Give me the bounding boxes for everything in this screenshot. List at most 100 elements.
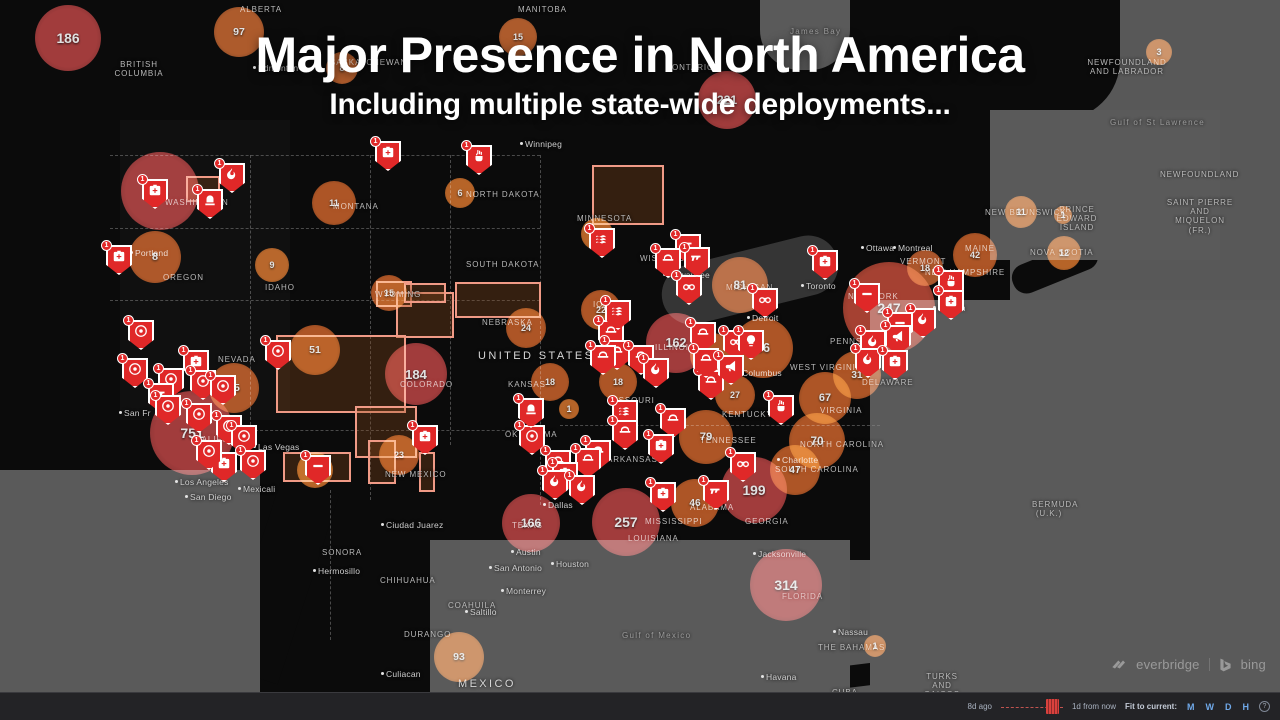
incident-count-bubble[interactable]: 3 bbox=[1146, 39, 1172, 65]
incident-pin[interactable]: 1 bbox=[235, 445, 266, 480]
incident-pin[interactable]: 1 bbox=[763, 390, 794, 425]
incident-count-bubble[interactable]: 6 bbox=[445, 178, 475, 208]
timeline-slider[interactable] bbox=[1000, 698, 1063, 714]
map-canvas[interactable]: BRITISH COLUMBIA ALBERTA SASKATCHEWAN MANIT… bbox=[0, 0, 1280, 692]
bubble-value: 46 bbox=[689, 497, 701, 509]
incident-pin[interactable]: 1 bbox=[905, 303, 936, 338]
incident-pin[interactable]: 1 bbox=[643, 429, 674, 464]
fit-unit-hour[interactable]: H bbox=[1242, 701, 1250, 712]
incident-pin[interactable]: 1 bbox=[747, 283, 778, 318]
geofence-region[interactable] bbox=[592, 165, 664, 225]
incident-pin[interactable]: 1 bbox=[877, 345, 908, 380]
incident-count-bubble[interactable]: 15 bbox=[371, 275, 407, 311]
incident-count-bubble[interactable]: 8 bbox=[129, 231, 181, 283]
bubble-value: 15 bbox=[512, 32, 523, 42]
pin-count-badge: 1 bbox=[300, 450, 311, 461]
timeline-start-label: 8d ago bbox=[967, 702, 992, 711]
incident-pin[interactable]: 1 bbox=[370, 136, 401, 171]
incident-pin[interactable]: 1 bbox=[564, 470, 595, 505]
incident-count-bubble[interactable]: 1 bbox=[864, 635, 886, 657]
incident-pin[interactable]: 1 bbox=[205, 370, 236, 405]
incident-pin[interactable]: 1 bbox=[300, 450, 331, 485]
incident-pin[interactable]: 1 bbox=[638, 353, 669, 388]
pin-count-badge: 1 bbox=[671, 270, 682, 281]
map-city-dot bbox=[185, 495, 188, 498]
pin-count-badge: 1 bbox=[718, 325, 729, 336]
incident-pin[interactable]: 1 bbox=[513, 393, 544, 428]
incident-count-bubble[interactable]: 221 bbox=[698, 71, 756, 129]
incident-count-bubble[interactable]: 8 bbox=[326, 52, 358, 84]
bubble-value: 1 bbox=[872, 641, 878, 651]
incident-count-bubble[interactable]: 1 bbox=[1054, 206, 1072, 224]
incident-pin[interactable]: 1 bbox=[933, 285, 964, 320]
incident-pin[interactable]: 1 bbox=[607, 415, 638, 450]
incident-count-bubble[interactable]: 9 bbox=[255, 248, 289, 282]
incident-count-bubble[interactable]: 314 bbox=[750, 549, 822, 621]
incident-pin[interactable]: 1 bbox=[679, 242, 710, 277]
pin-count-badge: 1 bbox=[584, 223, 595, 234]
pin-count-badge: 1 bbox=[855, 325, 866, 336]
pin-count-badge: 1 bbox=[540, 445, 551, 456]
incident-pin[interactable]: 1 bbox=[407, 420, 438, 455]
incident-count-bubble[interactable]: 97 bbox=[214, 7, 264, 57]
incident-count-bubble[interactable]: 24 bbox=[506, 308, 546, 348]
incident-pin[interactable]: 1 bbox=[260, 335, 291, 370]
incident-pin[interactable]: 1 bbox=[570, 443, 601, 478]
bubble-value: 18 bbox=[544, 377, 555, 387]
bubble-value: 18 bbox=[919, 263, 930, 273]
bubble-value: 51 bbox=[309, 344, 321, 356]
fit-unit-month[interactable]: M bbox=[1187, 701, 1195, 712]
incident-count-bubble[interactable]: 42 bbox=[953, 233, 997, 277]
border-state-row-2 bbox=[110, 300, 540, 301]
incident-count-bubble[interactable]: 51 bbox=[290, 325, 340, 375]
incident-count-bubble[interactable]: 11 bbox=[312, 181, 356, 225]
incident-count-bubble[interactable]: 1 bbox=[559, 399, 579, 419]
incident-pin[interactable]: 1 bbox=[849, 278, 880, 313]
geofence-region[interactable] bbox=[419, 452, 435, 492]
incident-pin[interactable]: 1 bbox=[101, 240, 132, 275]
incident-pin[interactable]: 1 bbox=[192, 184, 223, 219]
incident-pin[interactable]: 1 bbox=[600, 295, 631, 330]
incident-pin[interactable]: 1 bbox=[181, 398, 212, 433]
incident-pin[interactable]: 1 bbox=[645, 477, 676, 512]
fit-unit-week[interactable]: W bbox=[1205, 701, 1215, 712]
timeline-bar[interactable]: 8d ago 1d from now Fit to current: M W D… bbox=[0, 692, 1280, 720]
incident-pin[interactable]: 1 bbox=[698, 475, 729, 510]
incident-pin[interactable]: 1 bbox=[137, 174, 168, 209]
bubble-value: 70 bbox=[810, 434, 824, 448]
geofence-region[interactable] bbox=[455, 282, 541, 318]
incident-count-bubble[interactable]: 11 bbox=[1005, 196, 1037, 228]
pin-count-badge: 1 bbox=[214, 158, 225, 169]
incident-pin[interactable]: 1 bbox=[150, 390, 181, 425]
incident-count-bubble[interactable]: 12 bbox=[1047, 236, 1081, 270]
incident-pin[interactable]: 1 bbox=[514, 420, 545, 455]
incident-pin[interactable]: 1 bbox=[725, 447, 756, 482]
bubble-value: 1 bbox=[1060, 210, 1066, 220]
incident-count-bubble[interactable]: 79 bbox=[679, 410, 733, 464]
incident-pin[interactable]: 1 bbox=[671, 270, 702, 305]
pin-count-badge: 1 bbox=[882, 307, 893, 318]
incident-pin[interactable]: 1 bbox=[713, 350, 744, 385]
geofence-region[interactable] bbox=[404, 283, 446, 303]
incident-count-bubble[interactable]: 184 bbox=[385, 343, 447, 405]
incident-pin[interactable]: 1 bbox=[461, 140, 492, 175]
incident-pin[interactable]: 1 bbox=[807, 245, 838, 280]
incident-pin[interactable]: 1 bbox=[191, 435, 222, 470]
bubble-value: 9 bbox=[269, 260, 275, 270]
everbridge-logo-icon bbox=[1111, 658, 1127, 671]
fit-unit-day[interactable]: D bbox=[1225, 701, 1232, 712]
pin-count-badge: 1 bbox=[570, 443, 581, 454]
incident-pin[interactable]: 1 bbox=[584, 223, 615, 258]
incident-count-bubble[interactable]: 93 bbox=[434, 632, 484, 682]
incident-count-bubble[interactable]: 18 bbox=[531, 363, 569, 401]
incident-pin[interactable]: 1 bbox=[123, 315, 154, 350]
incident-count-bubble[interactable]: 166 bbox=[502, 494, 560, 552]
incident-count-bubble[interactable]: 257 bbox=[592, 488, 660, 556]
incident-pin[interactable]: 1 bbox=[585, 340, 616, 375]
help-icon[interactable]: ? bbox=[1259, 701, 1270, 712]
timeline-handle[interactable] bbox=[1045, 698, 1059, 714]
pin-count-badge: 1 bbox=[807, 245, 818, 256]
incident-count-bubble[interactable]: 186 bbox=[35, 5, 101, 71]
incident-count-bubble[interactable]: 15 bbox=[499, 18, 537, 56]
